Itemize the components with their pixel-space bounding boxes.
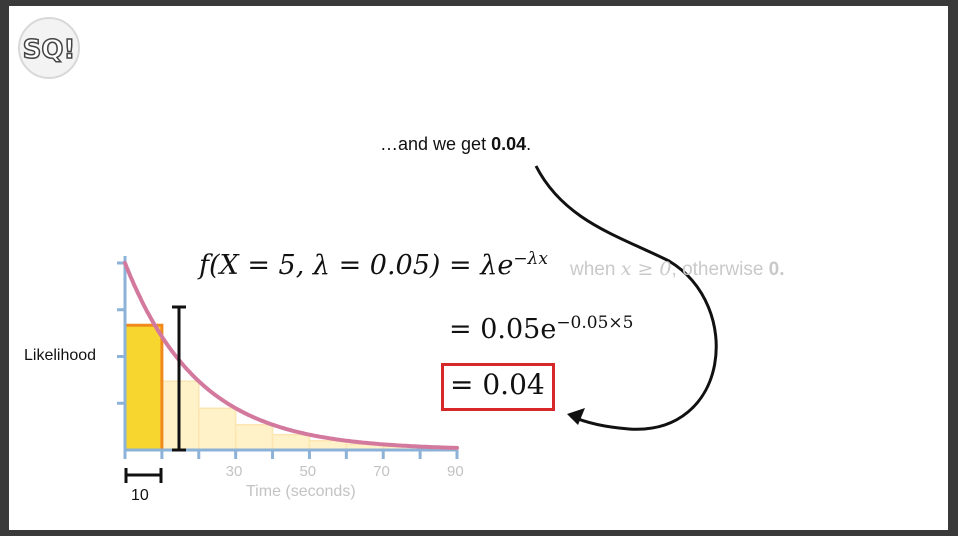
condition-pre: when — [570, 259, 621, 280]
likelihood-bracket — [172, 305, 186, 452]
x-axis-ticks — [123, 450, 459, 459]
faded-bin — [271, 433, 311, 451]
formula-condition: when x ≥ 0, otherwise 0. — [570, 258, 785, 281]
substitution-step: = 0.05e−0.05×5 — [449, 313, 633, 345]
curved-arrow — [534, 165, 718, 431]
slide: SQ! …and we get 0.04. Likelihood 30 50 70 9… — [9, 6, 948, 530]
faded-bins — [161, 380, 458, 451]
x-tick-label: 70 — [373, 463, 390, 480]
result-value: = 0.04 — [450, 368, 545, 401]
chart — [117, 165, 718, 483]
caption-value: 0.04 — [491, 134, 527, 154]
arrow-head-icon — [567, 408, 585, 425]
logo-text: SQ! — [23, 35, 76, 65]
condition-var: x ≥ 0 — [620, 258, 672, 280]
formula-lhs: f(X = 5, λ = 0.05) = λe — [199, 250, 514, 281]
result-box — [441, 363, 555, 411]
caption-suffix: . — [526, 134, 532, 154]
x-tick-label: 30 — [225, 463, 243, 480]
highlighted-bin-bar — [123, 323, 164, 452]
caption: …and we get 0.04. — [380, 134, 531, 155]
bin-width-label: 10 — [131, 487, 149, 504]
bin-width-bracket — [124, 468, 163, 483]
y-axis-label: Likelihood — [24, 347, 97, 364]
formula-exponent: −λx — [513, 249, 548, 269]
caption-prefix: …and we get — [380, 134, 492, 154]
density-formula: f(X = 5, λ = 0.05) = λe−λx — [199, 249, 548, 281]
step2-base: = 0.05e — [449, 314, 557, 345]
x-tick-label: 50 — [299, 463, 317, 480]
condition-post: , otherwise — [671, 259, 769, 280]
statquest-logo-icon: SQ! — [18, 17, 80, 79]
faded-bin — [198, 407, 237, 451]
x-axis-label: Time (seconds) — [246, 483, 356, 500]
x-tick-label: 90 — [447, 463, 464, 480]
y-axis-ticks — [117, 261, 125, 405]
faded-bin — [234, 423, 274, 451]
step2-exponent: −0.05×5 — [556, 313, 634, 333]
condition-zero: 0. — [768, 259, 785, 280]
